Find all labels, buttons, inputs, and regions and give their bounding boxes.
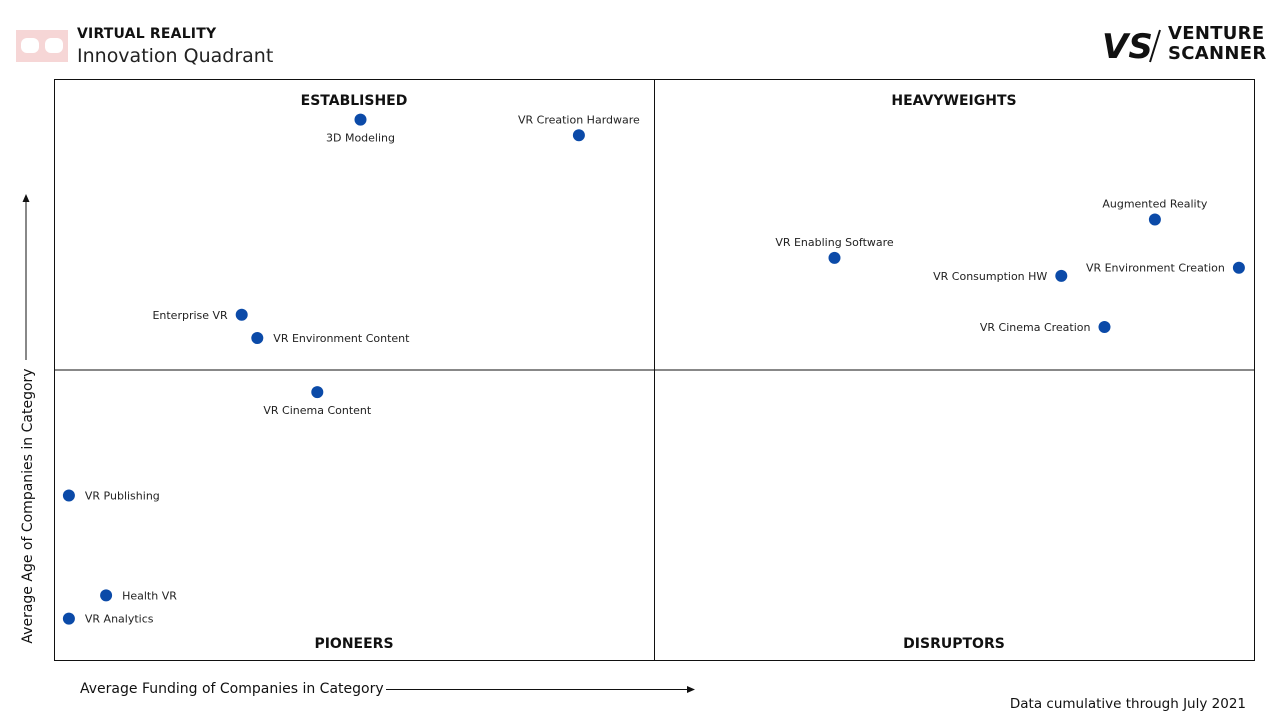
quadrant-label-pioneers: PIONEERS [314, 636, 393, 652]
data-point-dot [62, 489, 75, 502]
data-point-dot [1148, 213, 1161, 226]
data-point-label: VR Cinema Content [263, 404, 372, 417]
vr-headset-logo-icon [16, 30, 68, 62]
data-point-dot [572, 129, 585, 142]
data-points: 3D Modeling VR Creation Hardware Augmented… [62, 113, 1245, 626]
data-point-dot [354, 113, 367, 126]
quadrant-label-disruptors: DISRUPTORS [903, 636, 1005, 652]
y-axis-arrow-head-icon [22, 194, 30, 202]
data-point-label: VR Analytics [85, 613, 154, 626]
x-axis-label: Average Funding of Companies in Category [80, 681, 384, 697]
brand-line-1: VENTURE [1168, 23, 1265, 44]
data-point-label: VR Creation Hardware [518, 113, 640, 126]
data-point-dot [1098, 321, 1111, 334]
data-point-dot [62, 612, 75, 625]
data-point-dot [1055, 269, 1068, 282]
data-point-label: VR Consumption HW [933, 270, 1047, 283]
brand-line-2: SCANNER [1168, 43, 1267, 64]
data-point-dot [828, 251, 841, 264]
brand-name: VENTURE SCANNER [1168, 24, 1267, 64]
page-title: Innovation Quadrant [77, 45, 274, 67]
data-point-label: VR Cinema Creation [980, 321, 1091, 334]
data-point-dot [311, 386, 324, 399]
data-point-label: VR Environment Creation [1086, 262, 1225, 275]
data-point-label: Health VR [122, 589, 177, 602]
data-point-dot [1232, 261, 1245, 274]
quadrant-label-established: ESTABLISHED [301, 93, 408, 109]
venture-scanner-logo-icon: VS [1102, 27, 1161, 64]
data-point-dot [235, 308, 248, 321]
data-point-label: Enterprise VR [152, 309, 228, 322]
quadrant-label-heavyweights: HEAVYWEIGHTS [891, 93, 1016, 109]
y-axis-label: Average Age of Companies in Category [20, 368, 36, 644]
data-point-label: VR Publishing [85, 489, 160, 502]
footnote: Data cumulative through July 2021 [1009, 696, 1246, 712]
page-category: VIRTUAL REALITY [77, 26, 217, 42]
x-axis-arrow-head-icon [687, 686, 695, 693]
brand-mark: VS [1102, 27, 1153, 64]
data-point-label: Augmented Reality [1102, 198, 1208, 211]
data-point-label: 3D Modeling [326, 132, 395, 145]
data-point-label: VR Enabling Software [775, 236, 894, 249]
data-point-dot [251, 332, 264, 345]
data-point-label: VR Environment Content [273, 332, 410, 345]
data-point-dot [100, 589, 113, 602]
